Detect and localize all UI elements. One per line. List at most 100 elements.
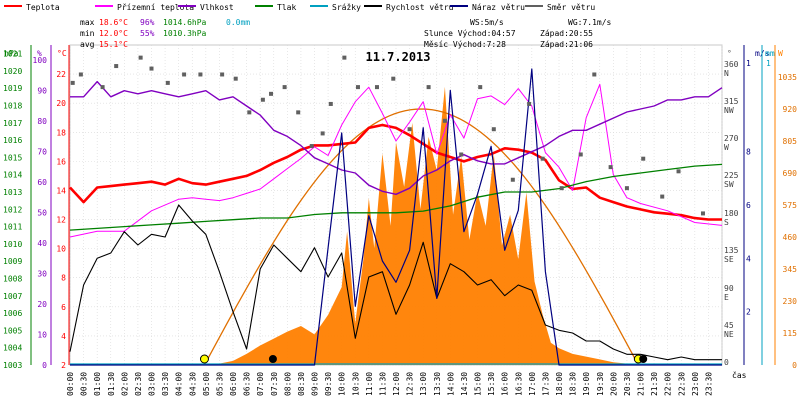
time-axis-label: čas <box>732 370 747 380</box>
temp-tick-label: 20 <box>56 99 66 108</box>
time-tick-label: 21:00 <box>637 372 646 396</box>
pressure-tick-label: 1008 <box>3 275 22 284</box>
pressure-tick-label: 1021 <box>3 50 22 59</box>
pressure-tick-label: 1015 <box>3 153 22 162</box>
rain-unit: mm <box>765 49 775 58</box>
wind-direction-point <box>426 85 431 90</box>
time-tick-label: 23:30 <box>704 372 713 396</box>
wind-direction-point <box>491 127 496 132</box>
wind-direction-point <box>233 76 238 81</box>
time-tick-label: 20:30 <box>623 372 632 396</box>
time-tick-label: 03:30 <box>161 372 170 396</box>
wind-direction-point <box>328 101 333 106</box>
wind-direction-point <box>296 110 301 115</box>
solar-tick-label: 805 <box>783 137 798 146</box>
direction-tick-label: 90 <box>724 284 734 293</box>
time-tick-label: 19:30 <box>596 372 605 396</box>
direction-tick-label: SW <box>724 180 734 189</box>
wind-direction-point <box>138 55 143 60</box>
wind-direction-point <box>220 72 225 77</box>
time-tick-label: 11:00 <box>365 372 374 396</box>
time-tick-label: 15:30 <box>487 372 496 396</box>
stat-temp: 18.6°C <box>99 18 128 27</box>
direction-tick-label: SE <box>724 255 734 264</box>
series-line <box>70 80 723 195</box>
temp-tick-label: 12 <box>56 216 66 225</box>
time-tick-label: 07:30 <box>270 372 279 396</box>
wind-direction-point <box>478 85 483 90</box>
temp-tick-label: 4 <box>61 332 66 341</box>
pressure-tick-label: 1006 <box>3 309 22 318</box>
time-tick-label: 20:00 <box>609 372 618 396</box>
direction-tick-label: 360 <box>724 60 739 69</box>
time-tick-label: 00:00 <box>66 372 75 396</box>
temp-tick-label: 6 <box>61 303 66 312</box>
wind-direction-point <box>391 76 396 81</box>
solar-area <box>203 86 641 366</box>
wind-tick-label: 1 <box>746 59 751 68</box>
wind-direction-point <box>540 156 545 161</box>
legend-label: Vlhkost <box>200 3 234 12</box>
wind-direction-point <box>407 127 412 132</box>
chart-title: 11.7.2013 <box>365 50 430 64</box>
temp-tick-label: 18 <box>56 128 66 137</box>
series-line <box>69 163 723 231</box>
wind-direction-point <box>309 144 314 149</box>
time-tick-label: 14:30 <box>460 372 469 396</box>
stat-label: min <box>80 29 95 38</box>
solar-tick-label: 575 <box>783 201 798 210</box>
pressure-tick-label: 1020 <box>3 67 22 76</box>
wind-direction-point <box>247 110 252 115</box>
temp-tick-label: 16 <box>56 157 66 166</box>
direction-tick-label: 135 <box>724 246 739 255</box>
pressure-tick-label: 1007 <box>3 292 22 301</box>
wind-direction-point <box>527 101 532 106</box>
stat-label: avg <box>80 40 95 49</box>
pressure-tick-label: 1014 <box>3 171 22 180</box>
wind-direction-point <box>260 97 265 102</box>
wind-direction-point <box>660 194 665 199</box>
stat-pressure: 1014.6hPa <box>163 18 207 27</box>
solar-tick-label: 0 <box>792 361 797 370</box>
moonset-marker <box>639 355 648 363</box>
humidity-tick-label: 40 <box>37 239 47 248</box>
series-line <box>69 83 723 238</box>
wind-direction-point <box>510 177 515 182</box>
stat-sun-rise: Slunce Východ:04:57 <box>424 29 516 38</box>
wind-tick-label: 6 <box>746 201 751 210</box>
solar-tick-label: 460 <box>783 233 798 242</box>
solar-tick-label: 920 <box>783 105 798 114</box>
humidity-tick-label: 0 <box>42 361 47 370</box>
time-tick-label: 18:30 <box>569 372 578 396</box>
wind-direction-point <box>78 72 83 77</box>
time-tick-label: 22:30 <box>677 372 686 396</box>
wind-direction-point <box>624 186 629 191</box>
wind-direction-point <box>282 85 287 90</box>
time-tick-label: 19:00 <box>582 372 591 396</box>
wind-direction-point <box>608 165 613 170</box>
legend-label: Rychlost větru <box>386 3 454 12</box>
time-tick-label: 10:00 <box>338 372 347 396</box>
direction-tick-label: E <box>724 293 729 302</box>
time-tick-label: 04:30 <box>188 372 197 396</box>
humidity-tick-label: 70 <box>37 148 47 157</box>
rain-tick-label: 1 <box>766 59 771 68</box>
wind-direction-point <box>149 66 154 71</box>
time-tick-label: 18:00 <box>555 372 564 396</box>
pressure-tick-label: 1019 <box>3 84 22 93</box>
wind-direction-point <box>342 55 347 60</box>
temp-unit: °C <box>57 49 67 58</box>
time-tick-label: 02:30 <box>134 372 143 396</box>
stat-humidity: 96% <box>140 18 155 27</box>
wind-direction-point <box>442 118 447 123</box>
solar-radiation-area <box>205 86 641 365</box>
pressure-tick-label: 1005 <box>3 326 22 335</box>
temp-tick-label: 8 <box>61 274 66 283</box>
wind-direction-point <box>70 80 75 85</box>
axes: hPa% °C1021102010191018101710161015101410… <box>3 45 797 396</box>
wind-direction-point <box>592 72 597 77</box>
pressure-tick-label: 1011 <box>3 223 22 232</box>
direction-tick-label: 45 <box>724 321 734 330</box>
humidity-tick-label: 20 <box>37 300 47 309</box>
